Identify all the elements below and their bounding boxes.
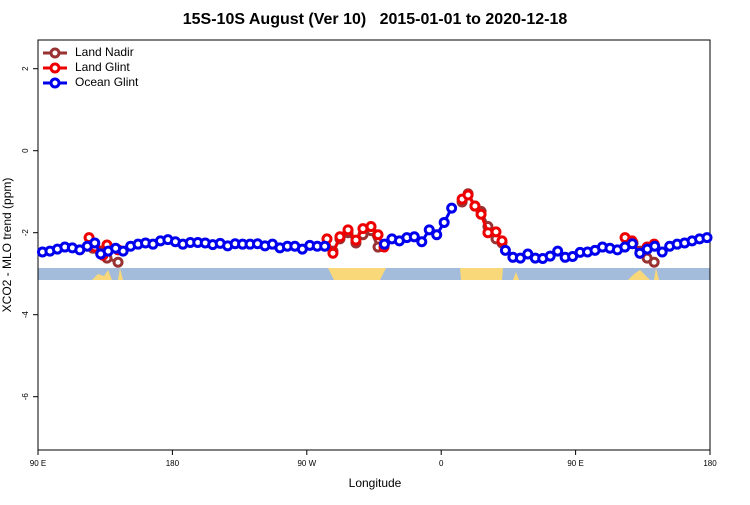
x-tick-label: 180 — [703, 459, 717, 468]
data-point — [89, 237, 101, 249]
y-tick-label: 2 — [21, 66, 30, 71]
data-point — [408, 231, 420, 243]
data-point — [438, 216, 450, 228]
data-point — [372, 229, 384, 241]
land-shape — [118, 268, 123, 280]
x-tick-label: 90 E — [30, 459, 46, 468]
data-point — [499, 244, 511, 256]
chart-title: 15S-10S August (Ver 10) 2015-01-01 to 20… — [183, 11, 568, 28]
y-tick-label: 0 — [21, 148, 30, 153]
data-point — [656, 246, 668, 258]
data-point — [350, 234, 362, 246]
map-strip — [38, 268, 710, 280]
land-shape — [460, 268, 503, 280]
data-point — [552, 245, 564, 257]
legend-marker — [49, 77, 61, 89]
x-axis-label: Longitude — [349, 476, 402, 490]
land-shape — [92, 270, 112, 280]
data-point — [431, 229, 443, 241]
data-point — [648, 256, 660, 268]
legend-marker — [49, 62, 61, 74]
x-tick-label: 180 — [166, 459, 180, 468]
y-tick-label: -6 — [21, 393, 30, 401]
data-point — [342, 224, 354, 236]
y-tick-label: -2 — [21, 229, 30, 237]
y-axis-label: XCO2 - MLO trend (ppm) — [0, 178, 14, 313]
legend-label: Land Nadir — [75, 45, 134, 59]
data-point — [117, 245, 129, 257]
data-point — [475, 208, 487, 220]
data-point — [378, 238, 390, 250]
y-tick-label: -4 — [21, 311, 30, 319]
data-point — [416, 236, 428, 248]
x-tick-label: 0 — [439, 459, 444, 468]
plot-frame — [37, 39, 711, 451]
data-point — [490, 226, 502, 238]
data-point — [365, 221, 377, 233]
data-point — [626, 238, 638, 250]
x-tick-label: 90 W — [297, 459, 316, 468]
legend: Land Nadir Land Glint Ocean Glint — [39, 41, 149, 91]
land-shape — [628, 270, 650, 280]
data-point — [649, 240, 661, 252]
data-point — [462, 189, 474, 201]
data-point — [496, 235, 508, 247]
data-point — [446, 202, 458, 214]
data-point — [112, 256, 124, 268]
land-shape — [328, 268, 386, 280]
data-point — [334, 231, 346, 243]
legend-label: Land Glint — [75, 60, 130, 74]
data-point — [701, 232, 713, 244]
data-point — [544, 250, 556, 262]
data-point — [319, 240, 331, 252]
data-point — [327, 247, 339, 259]
land-shape — [654, 268, 659, 280]
data-point — [469, 200, 481, 212]
x-tick-label: 90 E — [567, 459, 583, 468]
legend-label: Ocean Glint — [75, 75, 139, 89]
data-point — [423, 224, 435, 236]
legend-marker — [49, 47, 61, 59]
land-shape — [513, 272, 519, 280]
